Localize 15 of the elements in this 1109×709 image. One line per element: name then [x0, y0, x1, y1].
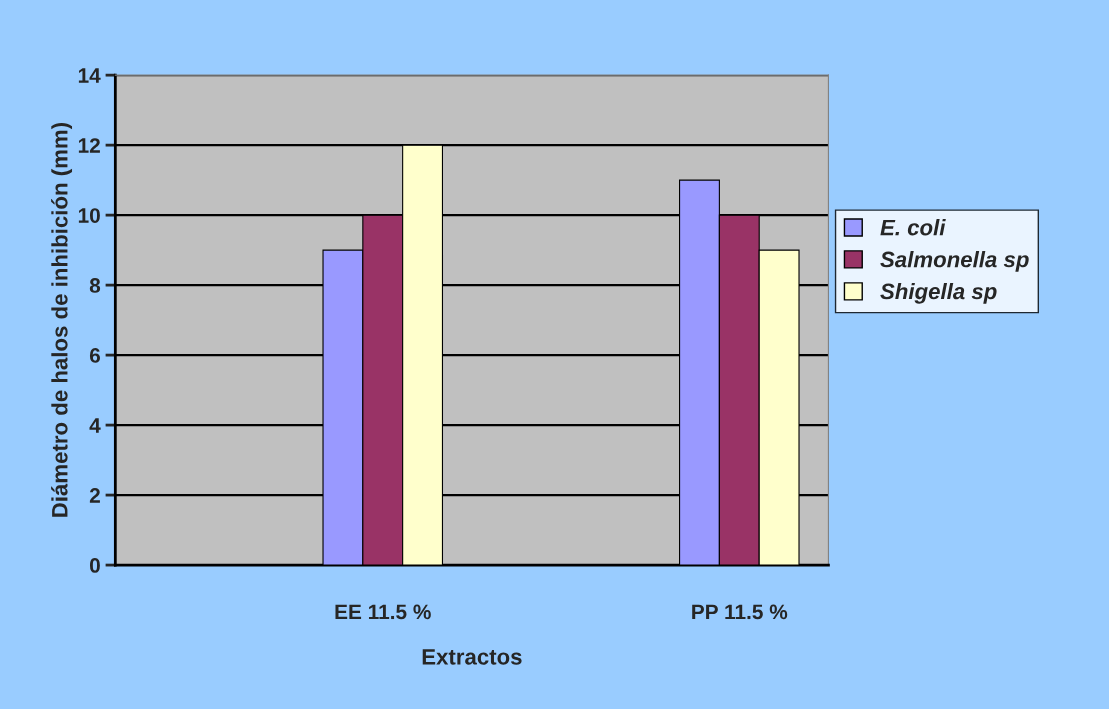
legend-label: Salmonella sp [880, 251, 1029, 272]
y-tick-label: 6 [89, 348, 100, 363]
y-tick-label: 0 [89, 558, 100, 573]
y-tick-label: 14 [78, 68, 101, 83]
legend-label: Shigella sp [880, 282, 997, 304]
y-axis-title: Diámetro de halos de inhibición (mm) [51, 123, 73, 517]
x-axis-title: Extractos [422, 649, 522, 665]
y-tick-label: 2 [89, 488, 100, 503]
legend-label: E. coli [880, 219, 946, 236]
x-tick-label: EE 11.5 % [335, 604, 431, 620]
y-tick-label: 4 [89, 418, 101, 433]
y-tick-label: 10 [78, 208, 100, 223]
y-tick-label: 12 [78, 138, 100, 153]
x-tick-label: PP 11.5 % [692, 604, 788, 620]
y-tick-label: 8 [89, 278, 101, 293]
